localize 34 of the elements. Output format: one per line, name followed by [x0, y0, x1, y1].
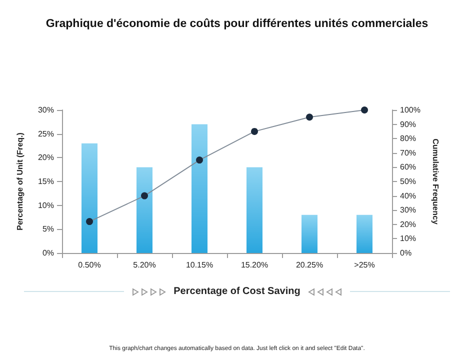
bar [192, 124, 208, 253]
y2-tick-label: 50% [400, 177, 416, 186]
bar [246, 167, 262, 253]
y2-tick-label: 60% [400, 162, 416, 172]
y-tick-label: 25% [38, 129, 54, 138]
y-tick-label: 5% [42, 224, 54, 234]
y2-axis-title: Cumulative Frequency [430, 138, 440, 225]
y2-tick-label: 0% [400, 248, 412, 258]
y2-tick-label: 40% [400, 191, 416, 200]
y-tick-label: 10% [38, 200, 54, 210]
y2-tick-label: 10% [400, 234, 416, 244]
y-tick-label: 0% [42, 248, 54, 258]
bar [356, 214, 372, 253]
y-axis-title: Percentage of Unit (Freq.) [16, 132, 24, 230]
chart-title: Graphique d'économie de coûts pour différentes unités commerciales [44, 18, 430, 30]
y2-tick-label: 30% [400, 206, 416, 215]
bar [82, 143, 98, 253]
x-tick-label: 20.25% [296, 260, 324, 270]
x-tick-label: 0.50% [78, 260, 101, 270]
x-tick-label: 15.20% [240, 260, 268, 270]
x-tick-label: 5.20% [133, 260, 156, 270]
y2-tick-label: 80% [400, 134, 416, 144]
x-tick-label: 10.15% [186, 260, 214, 270]
x-tick-label: >25% [354, 260, 375, 270]
x-axis-title: Percentage of Cost Saving [174, 286, 300, 297]
y2-tick-label: 100% [400, 106, 420, 114]
y2-tick-label: 20% [400, 220, 416, 229]
bar [302, 214, 318, 253]
y2-tick-label: 70% [400, 148, 416, 158]
bar [136, 167, 152, 253]
y-tick-label: 15% [38, 177, 54, 186]
y-tick-label: 30% [38, 106, 54, 114]
y2-tick-label: 90% [400, 120, 416, 129]
y-tick-label: 20% [38, 153, 54, 162]
